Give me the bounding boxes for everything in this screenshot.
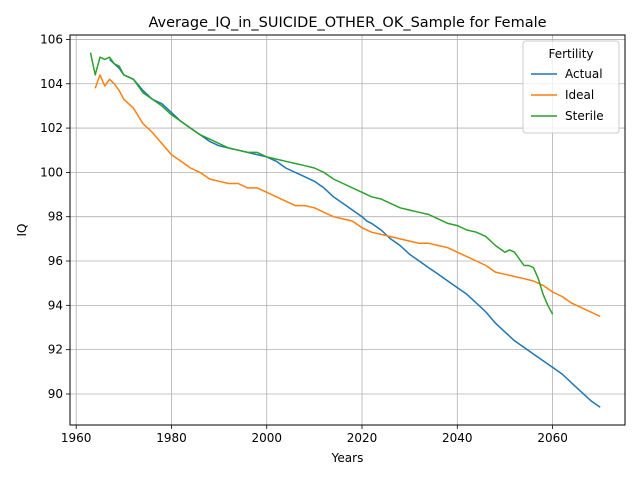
y-tick-label: 102 [40, 121, 63, 135]
x-tick-label: 1980 [156, 431, 187, 445]
y-tick-label: 100 [40, 165, 63, 179]
x-tick-label: 1960 [61, 431, 92, 445]
series-lines [89, 52, 601, 408]
chart-title: Average_IQ_in_SUICIDE_OTHER_OK_Sample fo… [148, 15, 546, 31]
y-tick-label: 96 [48, 254, 63, 268]
x-tick-label: 2020 [347, 431, 378, 445]
series-line-ideal [94, 74, 601, 318]
legend-label: Ideal [565, 88, 594, 102]
y-tick-label: 92 [48, 343, 63, 357]
plot-frame [69, 34, 626, 426]
legend: Fertility Actual Ideal Sterile [522, 40, 620, 134]
x-tick-label: 2000 [251, 431, 282, 445]
legend-box [522, 40, 620, 134]
legend-items: Actual Ideal Sterile [531, 67, 604, 123]
x-tick-label: 2040 [442, 431, 473, 445]
y-axis-label: IQ [15, 224, 29, 237]
x-tick-label: 2060 [537, 431, 568, 445]
legend-label: Actual [565, 67, 603, 81]
y-tick-label: 106 [40, 32, 63, 46]
y-tick-label: 98 [48, 210, 63, 224]
series-line-sterile [89, 52, 554, 315]
y-tick-label: 104 [40, 77, 63, 91]
legend-label: Sterile [565, 109, 604, 123]
y-tick-label: 94 [48, 298, 63, 312]
y-tick-label: 90 [48, 387, 63, 401]
legend-title: Fertility [548, 47, 593, 61]
x-axis-label: Years [331, 451, 364, 465]
axis-ticks: 1960 1980 2000 2020 2040 2060 90 92 94 96 98 100 102… [40, 32, 568, 445]
